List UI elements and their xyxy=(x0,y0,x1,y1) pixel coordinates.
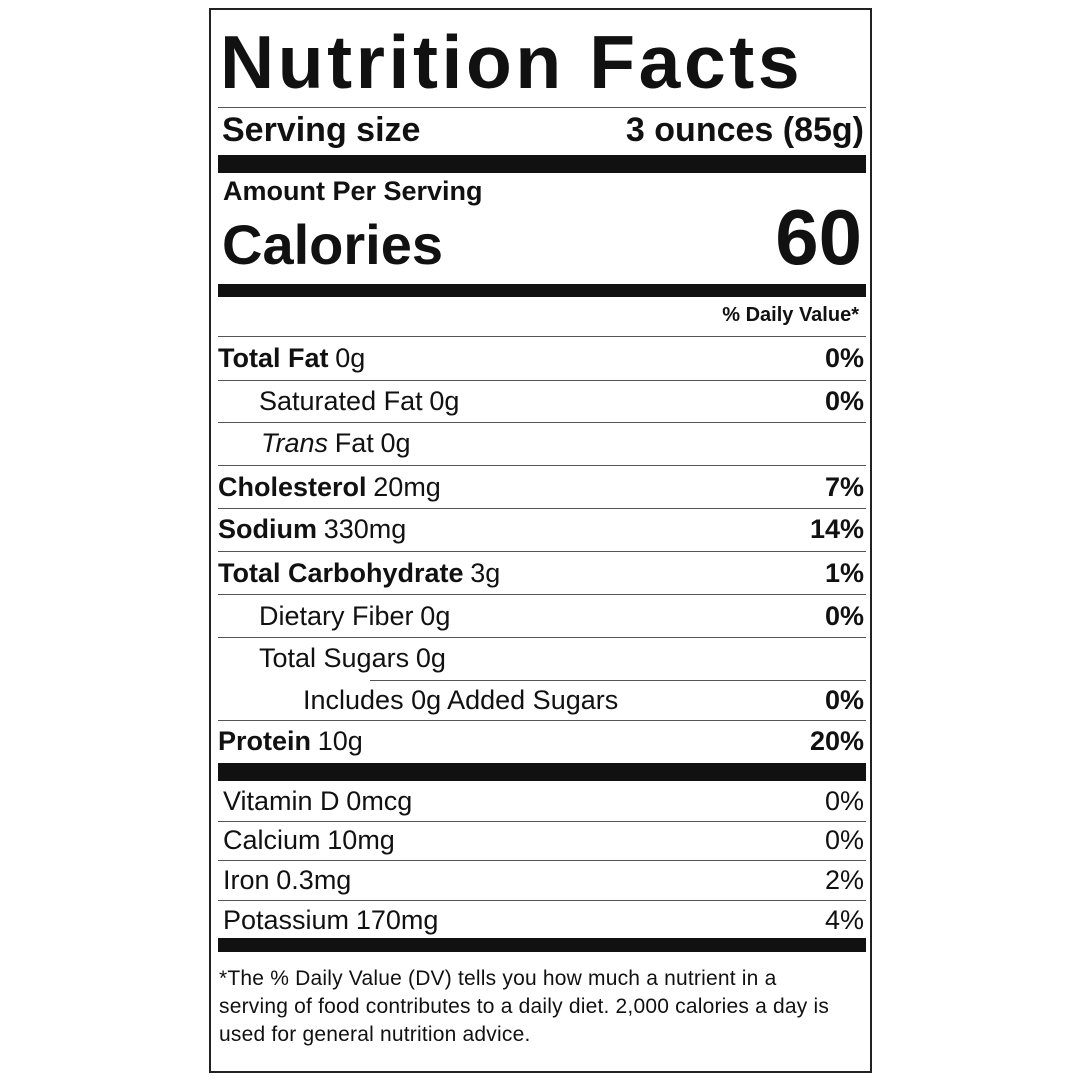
divider xyxy=(218,720,866,721)
divider xyxy=(218,860,866,861)
vitamin-name: Calcium xyxy=(223,824,321,855)
serving-value: 3 ounces (85g) xyxy=(625,110,864,149)
nutrient-name: Cholesterol xyxy=(218,471,367,502)
divider xyxy=(218,422,866,423)
title: Nutrition Facts xyxy=(220,20,804,104)
vitamin-amount: 170mg xyxy=(355,904,439,935)
divider xyxy=(218,336,866,337)
vitamin-amount: 0mcg xyxy=(346,785,413,816)
divider xyxy=(218,821,866,822)
vitamin-dv: 0% xyxy=(824,785,864,816)
nutrient-name-italic: Trans xyxy=(261,427,329,458)
nutrient-row: Dietary Fiber 0g 0% xyxy=(218,596,864,636)
nutrient-row: Total Carbohydrate 3g 1% xyxy=(218,553,864,593)
vitamin-amount: 10mg xyxy=(327,824,395,855)
nutrient-amount: 0g xyxy=(429,385,460,416)
nutrient-amount: 0g xyxy=(380,427,411,458)
nutrient-dv: 14% xyxy=(809,513,864,544)
nutrient-amount: 0g xyxy=(335,342,366,373)
footnote: *The % Daily Value (DV) tells you how mu… xyxy=(219,967,830,1046)
thick-bar xyxy=(218,155,866,173)
nutrient-name: Includes 0g Added Sugars xyxy=(303,684,619,715)
amount-per-serving: Amount Per Serving xyxy=(223,176,483,206)
nutrient-row: Total Sugars 0g xyxy=(218,638,864,678)
calories-label: Calories xyxy=(222,213,443,276)
nutrient-dv: 0% xyxy=(824,600,864,631)
nutrient-row: Trans Fat 0g xyxy=(218,423,864,463)
divider xyxy=(218,465,866,466)
divider xyxy=(218,508,866,509)
label-border xyxy=(209,8,872,1073)
vitamin-amount: 0.3mg xyxy=(276,864,352,895)
nutrient-dv: 7% xyxy=(824,471,864,502)
vitamin-row: Potassium 170mg 4% xyxy=(218,900,864,940)
vitamin-row: Vitamin D 0mcg 0% xyxy=(218,781,864,821)
nutrient-name: Total Carbohydrate xyxy=(218,557,464,588)
nutrient-dv: 1% xyxy=(824,557,864,588)
divider xyxy=(370,680,866,681)
nutrient-amount: 330mg xyxy=(323,513,407,544)
nutrient-name: Total Sugars xyxy=(259,642,410,673)
nutrient-dv: 0% xyxy=(824,684,864,715)
thick-bar xyxy=(218,938,866,952)
nutrient-dv: 0% xyxy=(824,385,864,416)
nutrient-name: Sodium xyxy=(218,513,317,544)
vitamin-name: Vitamin D xyxy=(223,785,340,816)
nutrient-row: Sodium 330mg 14% xyxy=(218,509,864,549)
vitamin-name: Iron xyxy=(223,864,270,895)
nutrient-name: Fat xyxy=(334,427,374,458)
vitamin-row: Calcium 10mg 0% xyxy=(218,820,864,860)
serving-row: Serving size 3 ounces (85g) xyxy=(218,110,864,150)
thick-bar xyxy=(218,763,866,781)
daily-value-header: % Daily Value* xyxy=(722,304,859,326)
vitamin-dv: 0% xyxy=(824,824,864,855)
nutrient-dv: 0% xyxy=(824,342,864,373)
nutrient-amount: 0g xyxy=(415,642,446,673)
nutrient-dv: 20% xyxy=(809,725,864,756)
calories-value: 60 xyxy=(775,193,862,281)
divider xyxy=(218,551,866,552)
divider xyxy=(218,107,866,108)
nutrient-row: Saturated Fat 0g 0% xyxy=(218,381,864,421)
nutrient-name: Saturated Fat xyxy=(259,385,423,416)
nutrient-amount: 0g xyxy=(420,600,451,631)
divider xyxy=(218,637,866,638)
divider xyxy=(218,594,866,595)
nutrient-row: Includes 0g Added Sugars 0% xyxy=(218,680,864,720)
divider xyxy=(218,380,866,381)
vitamin-dv: 4% xyxy=(824,904,864,935)
serving-label: Serving size xyxy=(222,110,421,149)
nutrient-name: Total Fat xyxy=(218,342,329,373)
nutrient-amount: 10g xyxy=(317,725,363,756)
vitamin-dv: 2% xyxy=(824,864,864,895)
nutrient-row: Total Fat 0g 0% xyxy=(218,338,864,378)
nutrient-row: Cholesterol 20mg 7% xyxy=(218,467,864,507)
nutrient-amount: 20mg xyxy=(373,471,441,502)
nutrient-amount: 3g xyxy=(470,557,501,588)
nutrient-row: Protein 10g 20% xyxy=(218,721,864,761)
divider xyxy=(218,900,866,901)
vitamin-row: Iron 0.3mg 2% xyxy=(218,860,864,900)
thick-bar xyxy=(218,284,866,297)
nutrient-name: Dietary Fiber xyxy=(259,600,414,631)
nutrient-name: Protein xyxy=(218,725,312,756)
vitamin-name: Potassium xyxy=(223,904,350,935)
